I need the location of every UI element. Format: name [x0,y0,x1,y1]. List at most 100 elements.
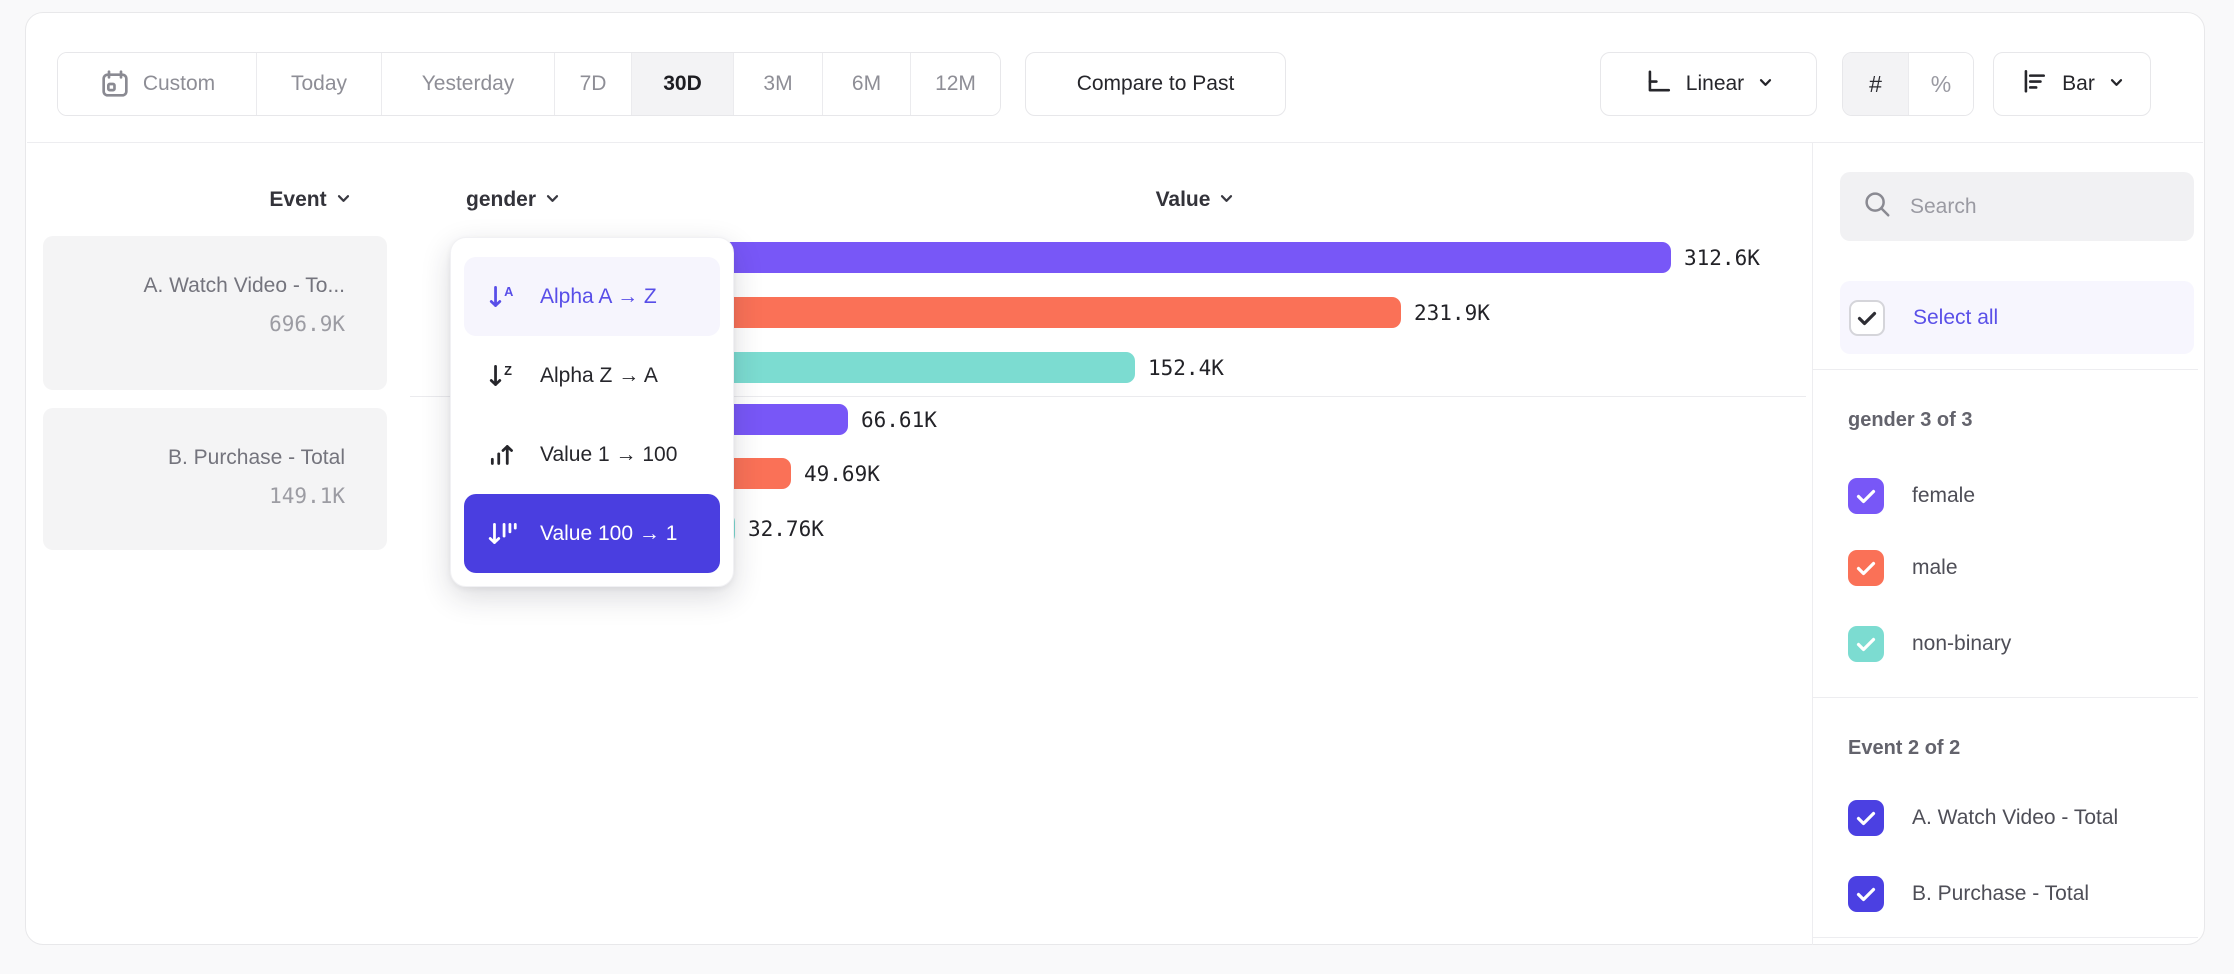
filter-label: non-binary [1912,632,2012,655]
section-title-gender: gender 3 of 3 [1848,409,1973,431]
bar-value-label: 312.6K [1684,246,1760,270]
event-card-value: 149.1K [269,484,345,508]
group-divider [410,396,1806,397]
sort-option-label: Value 1 → 100 [540,442,678,466]
filter-label: female [1912,484,1976,507]
scale-dropdown-button[interactable]: Linear [1600,52,1817,116]
date-range-label: 12M [935,72,976,95]
chevron-down-icon [1219,188,1234,212]
search-icon [1862,189,1892,224]
normalize-toggle: # % [1842,52,1974,116]
chevron-down-icon [2109,72,2124,96]
checkbox-checked[interactable] [1848,626,1884,662]
sort-option-label: Alpha Z → A [540,363,658,387]
absolute-numbers-toggle[interactable]: # [1843,53,1909,115]
filter-label: male [1912,556,1958,579]
sort-option-label: Value 100 → 1 [540,521,678,545]
event-card-title: A. Watch Video - To... [143,274,345,297]
checkbox-checked[interactable] [1848,800,1884,836]
svg-text:A: A [504,283,513,298]
bar-value-label: 231.9K [1414,301,1490,325]
date-range-30d[interactable]: 30D [632,53,734,115]
section-title-event: Event 2 of 2 [1848,737,1961,759]
value-header-label: Value [1155,188,1211,211]
select-all-row[interactable]: Select all [1840,281,2194,354]
date-range-label: 7D [579,72,607,95]
column-header-value[interactable]: Value [1125,188,1265,212]
date-range-label: Custom [142,72,216,95]
event-card-watch-video[interactable]: A. Watch Video - To... 696.9K [43,236,387,390]
sort-value-asc-icon [487,439,519,471]
event-card-value: 696.9K [269,312,345,336]
breakdown-header-label: gender [466,188,537,211]
date-range-7d[interactable]: 7D [555,53,632,115]
date-range-yesterday[interactable]: Yesterday [382,53,555,115]
filter-row-female[interactable]: female [1848,478,1975,514]
svg-text:Z: Z [504,362,512,377]
search-input[interactable] [1910,194,2160,219]
sort-value-desc-icon [487,518,519,550]
sort-option-value-100-1[interactable]: Value 100 → 1 [464,494,720,573]
date-range-6m[interactable]: 6M [823,53,911,115]
select-all-label: Select all [1913,305,1999,329]
linear-axis-icon [1644,67,1672,101]
sort-dropdown-menu: A Alpha A → Z Z Alpha Z → A Value 1 → 100 Val… [450,237,734,587]
column-header-breakdown[interactable]: gender [466,188,560,212]
sidebar-divider [1812,143,1813,945]
sort-alpha-asc-icon: A [487,281,519,313]
event-card-purchase[interactable]: B. Purchase - Total 149.1K [43,408,387,550]
date-range-label: Yesterday [421,72,515,95]
filter-row-b-purchase-total[interactable]: B. Purchase - Total [1848,876,2089,912]
date-range-label: 6M [851,72,882,95]
filter-label: B. Purchase - Total [1912,882,2090,905]
date-range-12m[interactable]: 12M [911,53,1000,115]
event-header-label: Event [269,188,327,211]
bar-watch-video-male[interactable] [625,297,1401,328]
select-all-checkbox[interactable] [1849,299,1885,336]
bar-chart-icon [2020,67,2048,101]
date-range-label: 30D [663,72,702,95]
compare-to-past-button[interactable]: Compare to Past [1025,52,1286,116]
chevron-down-icon [336,188,351,212]
checkbox-checked[interactable] [1848,876,1884,912]
calendar-icon [99,68,131,100]
date-range-custom[interactable]: Custom [58,53,257,115]
percent-icon: % [1930,70,1952,97]
sort-alpha-desc-icon: Z [487,360,519,392]
sidebar-section-divider [1812,369,2198,370]
sidebar-search [1840,172,2194,241]
chevron-down-icon [1758,72,1773,96]
column-header-event[interactable]: Event [240,188,380,212]
filter-label: A. Watch Video - Total [1912,806,2119,829]
date-range-3m[interactable]: 3M [734,53,823,115]
event-card-title: B. Purchase - Total [167,446,345,469]
sort-option-alpha-a-z[interactable]: A Alpha A → Z [464,257,720,336]
percent-toggle[interactable]: % [1909,53,1973,115]
compare-to-past-label: Compare to Past [1076,72,1235,95]
bar-value-label: 152.4K [1148,356,1224,380]
report-card [25,12,2205,945]
chevron-down-icon [545,188,560,212]
sort-option-alpha-z-a[interactable]: Z Alpha Z → A [464,336,720,415]
bar-watch-video-female[interactable] [625,242,1671,273]
hash-icon: # [1869,70,1882,97]
chart-type-label: Bar [2062,72,2095,95]
bar-value-label: 66.61K [861,408,937,432]
sort-option-label: Alpha A → Z [540,284,657,308]
filter-row-male[interactable]: male [1848,550,1958,586]
date-range-group: Custom Today Yesterday 7D 30D 3M 6M 12M [57,52,1001,116]
bar-value-label: 32.76K [748,517,824,541]
date-range-label: Today [290,72,348,95]
filter-row-a-watch-video-total[interactable]: A. Watch Video - Total [1848,800,2118,836]
sidebar-bottom-divider [1812,937,2198,938]
checkbox-checked[interactable] [1848,478,1884,514]
checkbox-checked[interactable] [1848,550,1884,586]
date-range-label: 3M [763,72,793,95]
sidebar-section-divider [1812,697,2198,698]
sort-option-value-1-100[interactable]: Value 1 → 100 [464,415,720,494]
toolbar-divider [27,142,2203,143]
scale-label: Linear [1685,72,1745,95]
date-range-today[interactable]: Today [257,53,382,115]
chart-type-dropdown-button[interactable]: Bar [1993,52,2151,116]
filter-row-non-binary[interactable]: non-binary [1848,626,2011,662]
